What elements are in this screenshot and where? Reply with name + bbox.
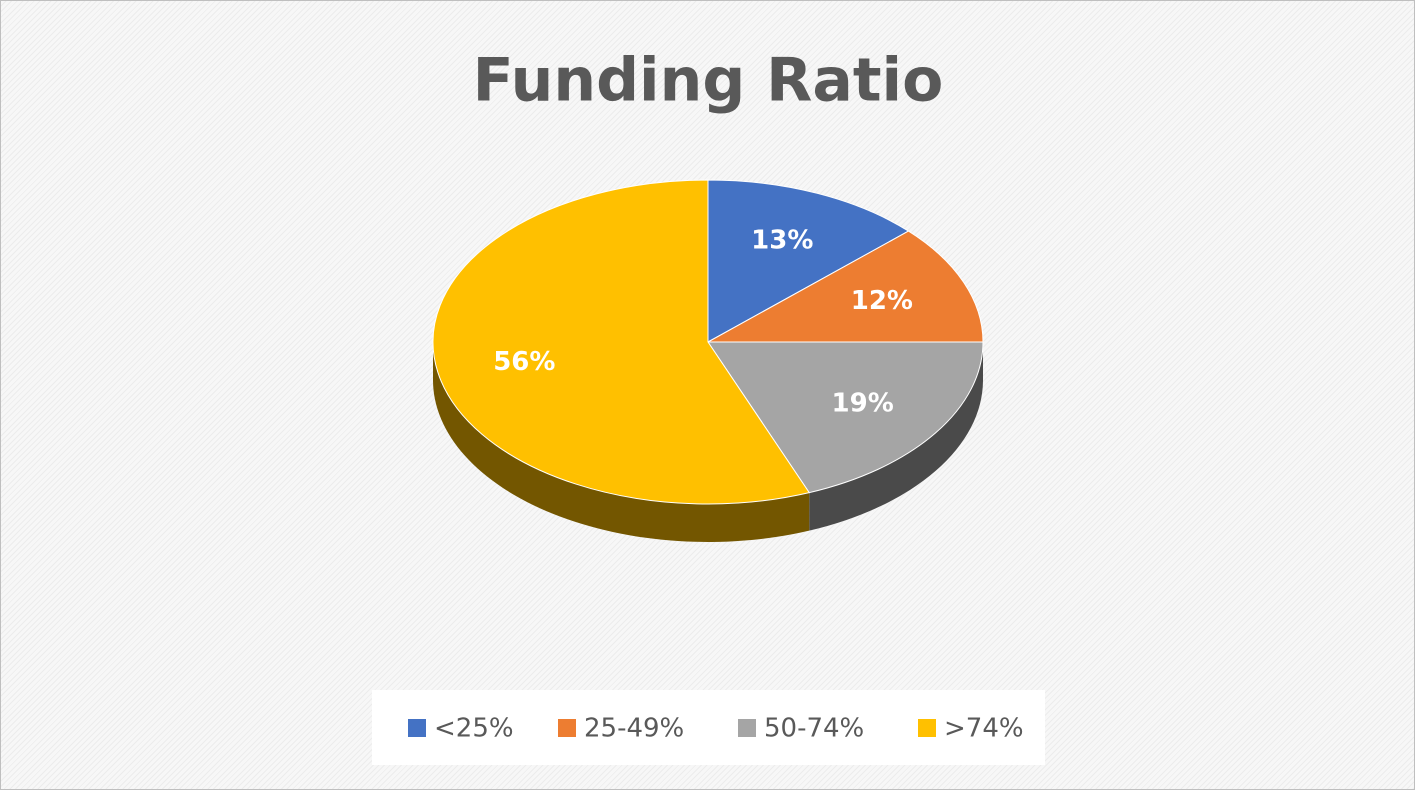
slice-side (433, 342, 810, 542)
data-label: 19% (832, 388, 894, 418)
legend-swatch (918, 719, 936, 737)
legend-label: >74% (944, 714, 1024, 744)
slice-side (809, 342, 983, 531)
legend-swatch (408, 719, 426, 737)
slice (707, 179, 910, 343)
legend-swatch (558, 719, 576, 737)
legend-label: 50-74% (764, 714, 864, 744)
data-label: 12% (851, 286, 913, 316)
data-label: 13% (751, 225, 813, 255)
legend-label: <25% (434, 714, 514, 744)
slice (432, 179, 811, 505)
legend-label: 25-49% (584, 714, 684, 744)
data-label: 56% (493, 347, 555, 377)
slice (707, 230, 984, 343)
slice (707, 341, 984, 494)
chart-title: Funding Ratio (473, 46, 944, 116)
legend-swatch (738, 719, 756, 737)
